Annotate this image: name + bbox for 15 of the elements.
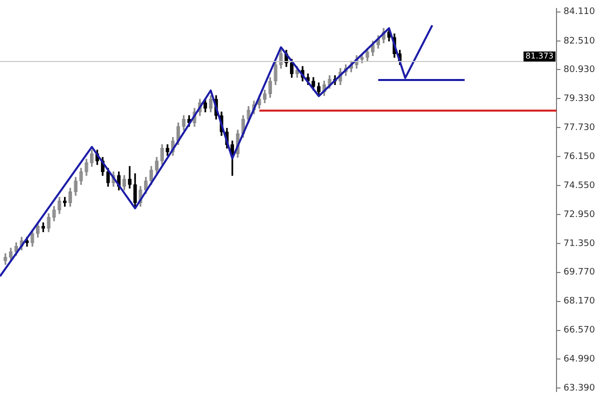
y-tick-label: 72.950 (564, 210, 596, 220)
y-tick-label: 66.570 (564, 326, 596, 336)
y-tick-label: 74.550 (564, 180, 596, 191)
y-tick-label: 77.730 (564, 123, 596, 134)
y-tick-label: 76.150 (564, 152, 596, 162)
y-tick-label: 64.990 (564, 354, 596, 364)
y-tick-label: 63.390 (564, 383, 596, 394)
y-tick-label: 84.110 (564, 7, 596, 18)
y-tick-label: 71.350 (564, 238, 596, 249)
y-tick-label: 69.770 (564, 268, 596, 278)
y-tick-label: 82.510 (564, 36, 596, 46)
y-tick-label: 79.330 (564, 94, 596, 104)
ref-line-label: 81.373 (526, 52, 554, 61)
y-tick-label: 80.930 (564, 64, 596, 75)
y-tick-label: 68.170 (564, 296, 596, 307)
